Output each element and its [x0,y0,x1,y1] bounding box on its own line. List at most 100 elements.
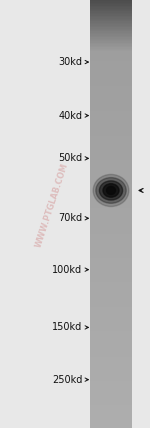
Bar [90,248,132,250]
Bar [90,191,132,193]
Bar [90,211,132,213]
Bar [90,355,132,357]
Bar [90,396,132,398]
Bar [90,286,132,288]
Bar [90,228,132,230]
Bar [90,345,132,347]
Bar [90,47,132,48]
Bar [90,419,132,421]
Bar [90,111,132,113]
Bar [90,157,132,158]
Bar [90,159,132,161]
Bar [90,281,132,282]
Bar [90,382,132,384]
Bar [90,389,132,391]
Bar [90,89,132,91]
Bar [90,187,132,188]
Bar [90,97,132,98]
Bar [90,92,132,94]
Bar [90,255,132,257]
Bar [90,403,132,405]
Bar [90,354,132,355]
Bar [90,25,132,27]
Bar [90,308,132,309]
Bar [90,165,132,167]
Bar [90,235,132,237]
Bar [90,311,132,312]
Bar [90,352,132,354]
Bar [90,270,132,273]
Bar [90,37,132,39]
Bar [90,231,132,232]
Bar [90,393,132,395]
Bar [90,380,132,382]
Bar [90,178,132,180]
Bar [90,182,132,184]
Bar [90,41,132,43]
Bar [90,161,132,163]
Bar [90,154,132,155]
Bar [90,141,132,143]
Bar [90,149,132,151]
Bar [90,383,132,385]
Bar [90,223,132,226]
Bar [90,121,132,123]
Bar [90,122,132,124]
Bar [90,266,132,268]
Bar [90,300,132,303]
Bar [90,410,132,412]
Bar [90,204,132,205]
Bar [90,359,132,361]
Bar [90,212,132,214]
Bar [90,259,132,261]
Bar [90,85,132,87]
Bar [90,148,132,150]
Bar [90,195,132,197]
Bar [90,146,132,149]
Bar [90,110,132,111]
Bar [90,385,132,386]
Bar [90,346,132,348]
Bar [90,298,132,300]
Bar [90,422,132,424]
Bar [90,172,132,174]
Bar [90,375,132,377]
Text: WWW.PTGLAB.COM: WWW.PTGLAB.COM [34,162,70,249]
Bar [90,98,132,100]
Bar [90,45,132,47]
Bar [90,351,132,352]
Bar [90,409,132,411]
Bar [90,232,132,234]
Bar [90,348,132,350]
Bar [90,312,132,314]
Bar [90,88,132,90]
Bar [90,366,132,368]
Bar [90,423,132,425]
Bar [90,401,132,402]
Bar [90,275,132,277]
Bar [90,339,132,341]
Bar [90,129,132,131]
Bar [90,253,132,256]
Bar [90,313,132,315]
Bar [90,196,132,198]
Bar [90,24,132,26]
Bar [90,188,132,190]
Bar [90,315,132,317]
Bar [90,132,132,134]
Bar [90,420,132,422]
Bar [90,15,132,17]
Bar [90,35,132,37]
Bar [90,128,132,130]
Bar [90,362,132,364]
Bar [90,163,132,166]
Bar [90,309,132,311]
Bar [90,17,132,18]
Bar [90,373,132,375]
Bar [90,104,132,106]
Bar [90,0,132,1]
Bar [90,356,132,358]
Bar [90,262,132,264]
Bar [90,67,132,68]
Bar [90,283,132,285]
